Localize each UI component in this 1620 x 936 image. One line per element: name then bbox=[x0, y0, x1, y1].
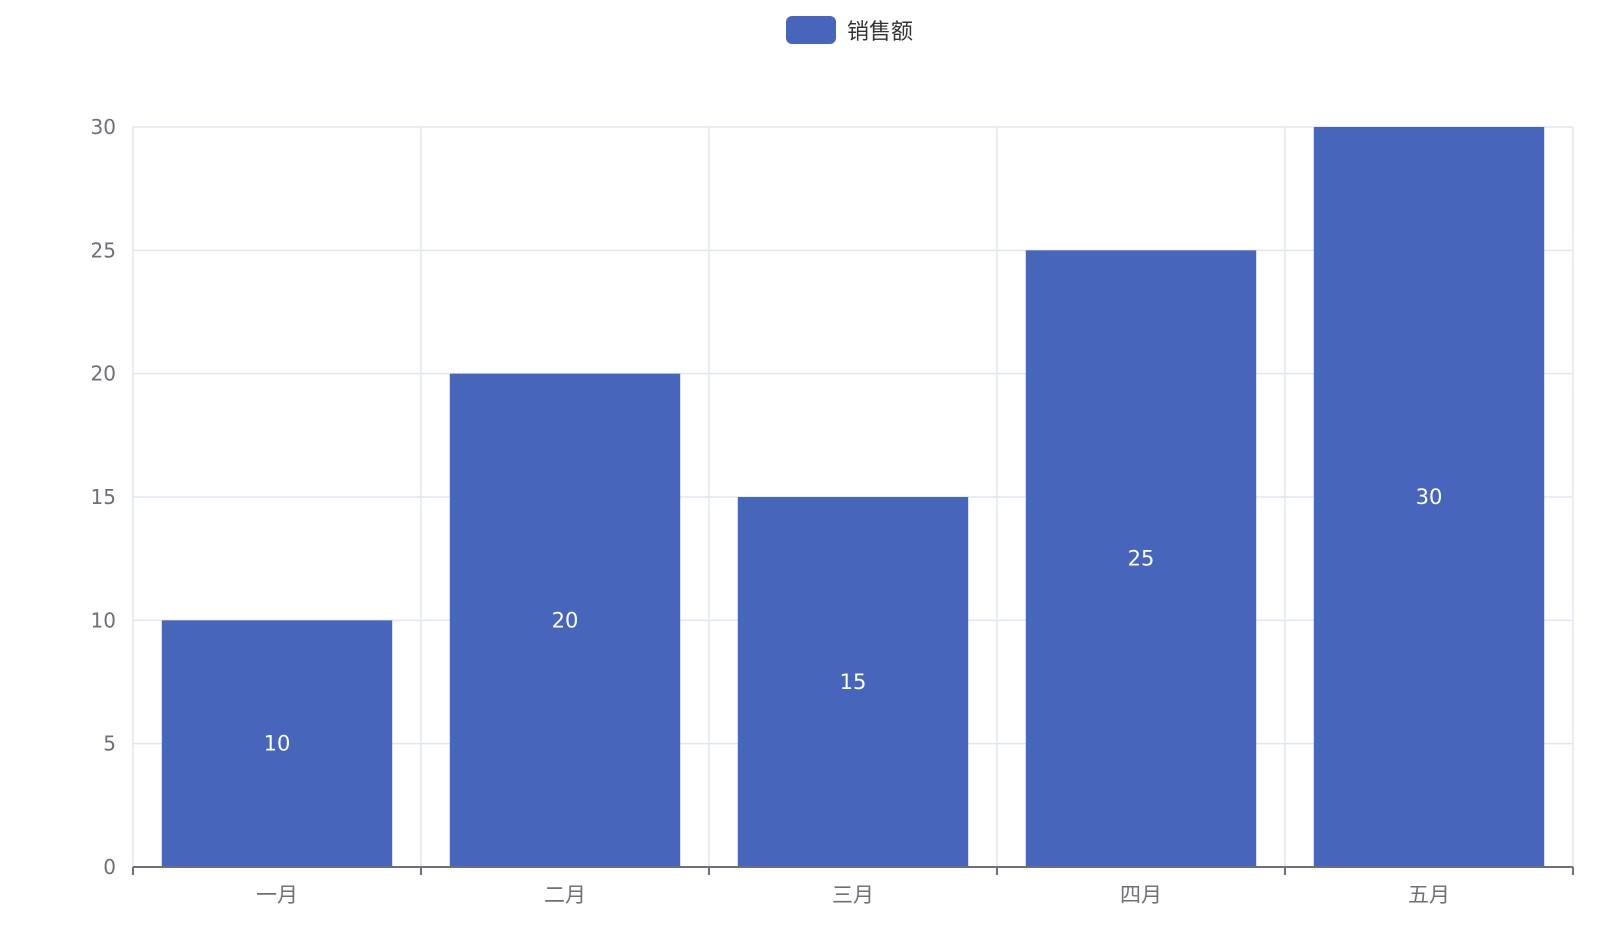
x-tick-label: 一月 bbox=[256, 883, 298, 907]
legend-swatch bbox=[786, 16, 836, 44]
y-tick-label: 25 bbox=[91, 238, 116, 262]
bar bbox=[161, 620, 393, 867]
legend-label: 销售额 bbox=[847, 20, 914, 45]
bar-data-label: 20 bbox=[552, 608, 579, 632]
x-tick-label: 五月 bbox=[1408, 883, 1450, 907]
bar bbox=[1025, 250, 1257, 868]
y-tick-label: 15 bbox=[91, 485, 116, 509]
y-tick-label: 0 bbox=[103, 855, 116, 879]
bar bbox=[737, 497, 969, 867]
y-tick-label: 20 bbox=[91, 362, 116, 386]
bar-data-label: 25 bbox=[1128, 547, 1155, 571]
x-tick-label: 二月 bbox=[544, 883, 586, 907]
bar-data-label: 10 bbox=[264, 732, 291, 756]
y-tick-label: 5 bbox=[103, 732, 116, 756]
x-tick-label: 四月 bbox=[1120, 883, 1162, 907]
bar-data-label: 15 bbox=[840, 670, 867, 694]
y-tick-label: 30 bbox=[91, 115, 116, 139]
bar bbox=[1313, 127, 1545, 867]
x-tick-label: 三月 bbox=[832, 883, 874, 907]
bar bbox=[449, 373, 681, 867]
legend[interactable]: 销售额 bbox=[786, 14, 913, 46]
y-tick-label: 10 bbox=[91, 608, 116, 632]
bar-data-label: 30 bbox=[1416, 485, 1443, 509]
